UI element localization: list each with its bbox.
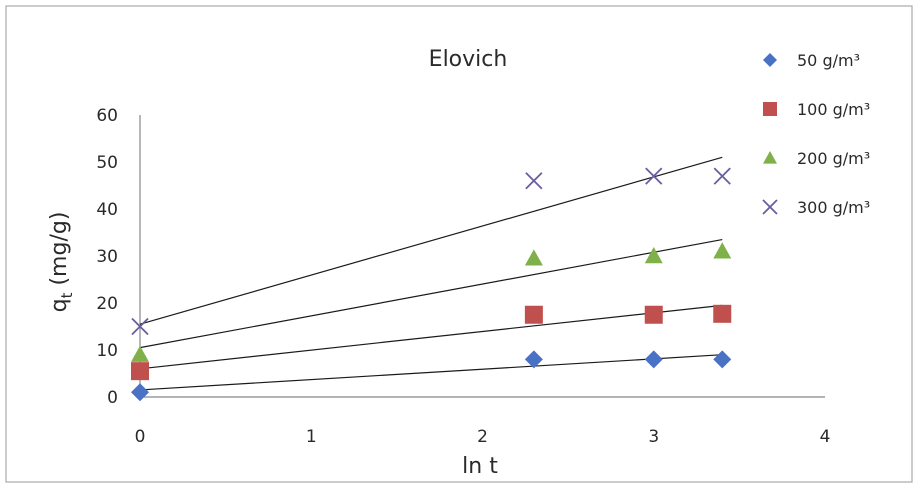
legend-marker — [762, 199, 778, 215]
legend-marker — [763, 151, 777, 164]
data-point — [644, 305, 663, 324]
legend-marker — [763, 53, 777, 67]
y-tick-label: 60 — [96, 106, 118, 126]
data-point — [644, 247, 663, 264]
y-axis-title-main: q — [47, 298, 72, 312]
y-tick-label: 50 — [96, 153, 118, 173]
y-axis-title: qt (mg/g) — [47, 212, 76, 313]
y-axis-title-subscript: t — [58, 292, 76, 298]
trendline — [139, 156, 723, 325]
x-tick-label: 2 — [477, 427, 488, 447]
data-point — [645, 167, 663, 185]
data-point — [524, 350, 543, 369]
data-point — [131, 345, 149, 362]
data-point — [713, 242, 732, 259]
legend-marker — [763, 102, 777, 116]
x-axis-title: ln t — [462, 454, 498, 479]
legend-label: 300 g/m³ — [797, 198, 870, 217]
y-axis-title-unit: (mg/g) — [47, 212, 72, 293]
y-tick-label: 0 — [107, 388, 118, 408]
trendline — [139, 304, 723, 370]
data-point — [524, 249, 543, 266]
data-point — [713, 167, 731, 185]
data-point — [131, 362, 149, 381]
y-tick-label: 10 — [96, 341, 118, 361]
chart-border — [5, 5, 913, 483]
legend-entry: 50 g/m³ — [763, 51, 860, 70]
legend-label: 200 g/m³ — [797, 149, 870, 168]
legend: 50 g/m³ 100 g/m³ 200 g/m³ 300 g/m³ — [762, 51, 870, 217]
x-tick-label: 0 — [135, 427, 146, 447]
legend-entry: 300 g/m³ — [762, 198, 870, 217]
legend-entry: 100 g/m³ — [763, 100, 870, 119]
data-point — [525, 172, 543, 190]
y-tick-label: 30 — [96, 247, 118, 267]
data-point — [131, 383, 149, 402]
legend-entry: 200 g/m³ — [763, 149, 870, 168]
data-point — [524, 305, 543, 324]
y-tick-label: 40 — [96, 200, 118, 220]
trendline — [139, 354, 723, 391]
x-tick-label: 4 — [820, 427, 831, 447]
chart-title: Elovich — [429, 47, 508, 72]
legend-label: 100 g/m³ — [797, 100, 870, 119]
data-point — [644, 350, 663, 369]
trendlines — [139, 156, 723, 391]
data-point — [713, 304, 732, 323]
data-point — [713, 350, 732, 369]
y-tick-label: 20 — [96, 294, 118, 314]
x-tick-label: 3 — [648, 427, 659, 447]
legend-label: 50 g/m³ — [797, 51, 860, 70]
x-tick-label: 1 — [306, 427, 317, 447]
trendline — [139, 238, 723, 349]
data-point — [131, 317, 149, 336]
data-points — [131, 167, 732, 402]
